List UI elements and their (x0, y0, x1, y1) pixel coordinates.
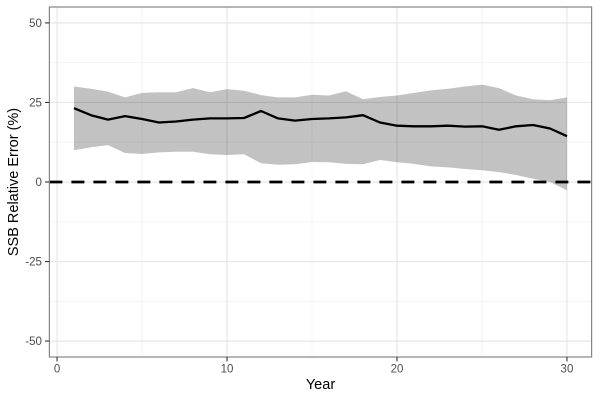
x-tick-label: 30 (561, 364, 574, 376)
median-line (73, 107, 568, 138)
y-tick-label: 50 (29, 18, 42, 30)
y-tick-label: -50 (25, 336, 42, 348)
y-tick-label: 25 (29, 97, 42, 109)
y-tick-label: 0 (35, 177, 41, 189)
x-tick-label: 10 (221, 364, 234, 376)
y-tick-label: -25 (25, 257, 42, 269)
x-axis-title: Year (305, 377, 336, 393)
confidence-ribbon (74, 84, 567, 191)
x-tick-label: 0 (54, 364, 60, 376)
x-tick-label: 20 (391, 364, 404, 376)
y-axis-title: SSB Relative Error (%) (5, 107, 22, 257)
